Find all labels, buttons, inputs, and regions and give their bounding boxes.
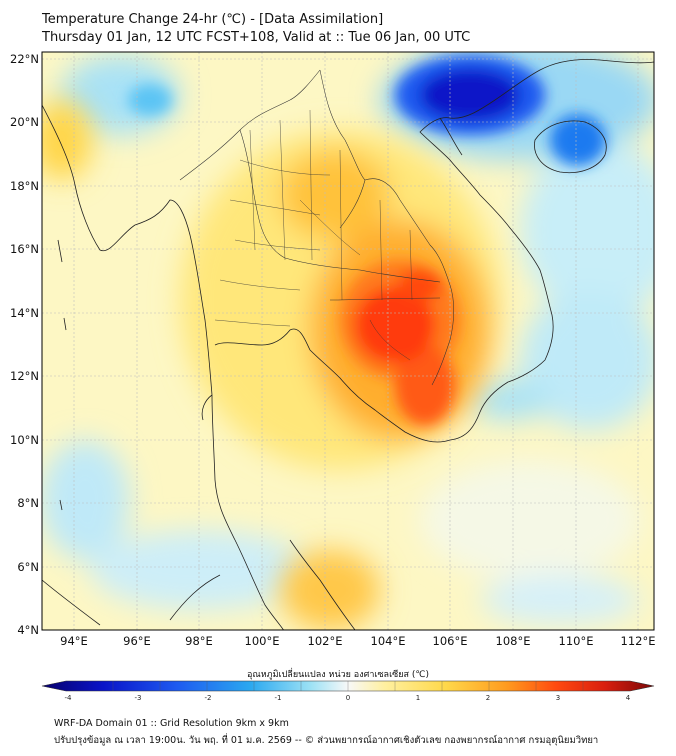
colorbar-tick-label: -3 [135,694,142,700]
gulf-tonkin-coast [439,117,463,156]
latitude-axis: 22°N 20°N 18°N 16°N 14°N 12°N 10°N 8°N 6… [10,52,39,637]
colorbar-label: อุณหภูมิเปลี่ยนแปลง หน่วย องศาเซลเซียส (… [246,670,430,680]
lon-tick-label: 100°E [245,634,280,648]
lat-tick-label: 20°N [10,115,39,129]
sumatra-coast [42,574,221,626]
colorbar-tick-label: -1 [275,694,282,700]
lon-tick-label: 110°E [559,634,594,648]
colorbar-tick-label: -4 [65,694,73,700]
lat-tick-label: 12°N [10,369,39,383]
longitude-axis: 94°E 96°E 98°E 100°E 102°E 104°E 106°E 1… [60,634,655,648]
lon-tick-label: 106°E [433,634,468,648]
lon-tick-label: 102°E [308,634,343,648]
map-subtitle: Thursday 01 Jan, 12 UTC FCST+108, Valid … [42,30,471,45]
lat-tick-label: 16°N [10,242,39,256]
lat-tick-label: 4°N [17,623,39,637]
graticule [42,52,654,630]
footer-model-info: WRF-DA Domain 01 :: Grid Resolution 9km … [54,718,289,729]
temperature-field [42,52,654,630]
lon-tick-label: 96°E [123,634,151,648]
lat-tick-label: 14°N [10,306,39,320]
lon-tick-label: 108°E [496,634,531,648]
lat-tick-label: 6°N [17,560,39,574]
colorbar-tick-label: -2 [205,694,212,700]
andaman-islands [57,239,67,511]
lon-tick-label: 104°E [371,634,406,648]
colorbar-tick-label: 3 [556,694,560,700]
lat-tick-label: 22°N [10,52,39,66]
colorbar-tick-label: 2 [486,694,490,700]
plot-frame [41,51,655,631]
lon-tick-label: 112°E [621,634,656,648]
mainland-coastline [42,59,654,630]
lon-tick-label: 98°E [185,634,213,648]
malay-peninsula-east [289,539,356,630]
hainan-island [534,120,607,174]
province-borders [214,109,413,361]
temperature-change-map: 22°N 20°N 18°N 16°N 14°N 12°N 10°N 8°N 6… [10,51,655,700]
lat-tick-label: 10°N [10,433,39,447]
colorbar-tick-label: 1 [416,694,420,700]
country-borders [179,69,455,386]
colorbar-tick-label: 4 [626,694,631,700]
map-title: Temperature Change 24-hr (℃) - [Data Ass… [42,12,384,27]
colorbar: -4 -3 -2 -1 0 1 2 3 4 [41,680,655,700]
lat-tick-label: 8°N [17,496,39,510]
lon-tick-label: 94°E [60,634,88,648]
footer-credit: ปรับปรุงข้อมูล ณ เวลา 19:00น. วัน พฤ. ที… [54,735,599,746]
colorbar-tick-label: 0 [346,694,350,700]
lat-tick-label: 18°N [10,179,39,193]
